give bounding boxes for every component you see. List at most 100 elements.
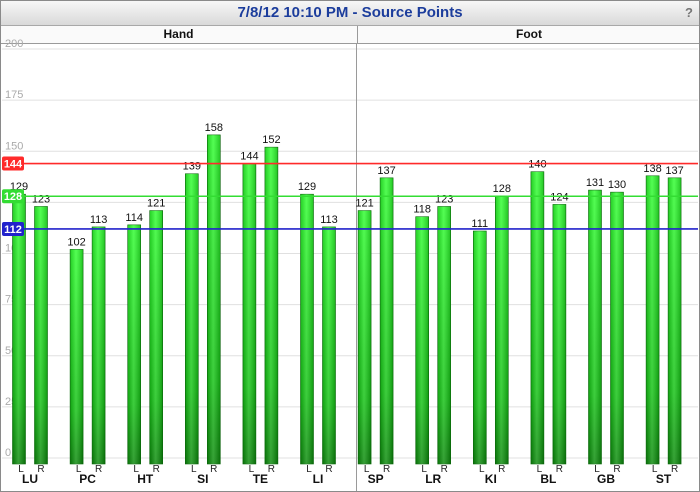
side-label: R bbox=[325, 464, 332, 475]
side-label: R bbox=[556, 464, 563, 475]
side-label: L bbox=[364, 464, 370, 475]
reference-tag-144 bbox=[2, 156, 24, 171]
data-label: 121 bbox=[147, 198, 165, 210]
side-label: L bbox=[18, 464, 24, 475]
bar-shine bbox=[437, 206, 451, 464]
side-label: L bbox=[76, 464, 82, 475]
y-tick-label: 150 bbox=[5, 140, 23, 152]
data-label: 130 bbox=[608, 179, 626, 191]
data-label: 124 bbox=[550, 191, 568, 203]
bar-shine bbox=[264, 147, 278, 464]
side-label: R bbox=[498, 464, 505, 475]
bar-shine bbox=[149, 210, 163, 464]
bar-shine bbox=[207, 134, 221, 464]
bar-shine bbox=[300, 194, 314, 464]
reference-tag-label: 128 bbox=[4, 191, 22, 203]
y-tick-label: 175 bbox=[5, 89, 23, 101]
data-label: 144 bbox=[240, 151, 258, 163]
y-tick-label: 0 bbox=[5, 447, 11, 459]
bar-shine bbox=[530, 171, 544, 464]
data-label: 129 bbox=[298, 181, 316, 193]
category-label-li: LI bbox=[313, 472, 324, 486]
reference-tag-label: 144 bbox=[4, 159, 23, 171]
reference-tag-128 bbox=[2, 189, 24, 204]
side-label: L bbox=[249, 464, 255, 475]
side-label: R bbox=[383, 464, 390, 475]
side-label: L bbox=[594, 464, 600, 475]
side-label: R bbox=[268, 464, 275, 475]
bar-shine bbox=[242, 163, 256, 464]
data-label: 137 bbox=[665, 165, 683, 177]
data-label: 113 bbox=[90, 214, 108, 226]
side-label: L bbox=[306, 464, 312, 475]
bar-shine bbox=[358, 210, 372, 464]
help-icon[interactable]: ? bbox=[685, 5, 693, 20]
side-label: R bbox=[671, 464, 678, 475]
bar-shine bbox=[646, 175, 660, 465]
data-label: 152 bbox=[262, 134, 280, 146]
data-label: 140 bbox=[528, 159, 546, 171]
window-title: 7/8/12 10:10 PM - Source Points bbox=[237, 4, 463, 21]
data-label: 111 bbox=[471, 218, 488, 230]
category-label-sp: SP bbox=[368, 472, 384, 486]
bar-shine bbox=[185, 173, 199, 464]
bar-shine bbox=[588, 190, 602, 465]
group-headers: Hand Foot bbox=[1, 26, 699, 44]
data-label: 137 bbox=[377, 165, 395, 177]
category-label-si: SI bbox=[197, 472, 208, 486]
category-label-lu: LU bbox=[22, 472, 38, 486]
bar-shine bbox=[127, 224, 141, 464]
bar-shine bbox=[92, 226, 106, 464]
category-label-st: ST bbox=[656, 472, 672, 486]
category-label-gb: GB bbox=[597, 472, 615, 486]
side-label: R bbox=[613, 464, 620, 475]
data-label: 113 bbox=[320, 214, 338, 226]
y-tick-label: 200 bbox=[5, 38, 23, 50]
bar-shine bbox=[610, 192, 624, 464]
data-label: 158 bbox=[205, 122, 223, 134]
category-label-bl: BL bbox=[540, 472, 556, 486]
side-label: R bbox=[153, 464, 160, 475]
data-label: 123 bbox=[435, 193, 453, 205]
title-bar: 7/8/12 10:10 PM - Source Points ? bbox=[1, 1, 699, 26]
category-label-te: TE bbox=[253, 472, 268, 486]
data-label: 118 bbox=[413, 204, 431, 216]
bar-shine bbox=[12, 194, 26, 464]
side-label: L bbox=[133, 464, 139, 475]
category-label-lr: LR bbox=[425, 472, 441, 486]
side-label: L bbox=[537, 464, 543, 475]
data-label: 139 bbox=[183, 161, 201, 173]
side-label: L bbox=[652, 464, 658, 475]
bar-shine bbox=[473, 231, 487, 464]
bar-shine bbox=[552, 204, 566, 465]
side-label: L bbox=[479, 464, 485, 475]
group-header-hand: Hand bbox=[163, 27, 194, 41]
side-label: R bbox=[95, 464, 102, 475]
data-label: 131 bbox=[586, 177, 604, 189]
data-label: 121 bbox=[355, 198, 373, 210]
side-label: L bbox=[191, 464, 197, 475]
data-label: 138 bbox=[643, 163, 661, 175]
data-label: 123 bbox=[32, 193, 50, 205]
bar-shine bbox=[322, 226, 336, 464]
reference-tag-112 bbox=[2, 221, 24, 236]
bar-shine bbox=[415, 216, 429, 464]
data-label: 114 bbox=[125, 212, 143, 224]
bar-shine bbox=[380, 177, 394, 464]
bar-shine bbox=[34, 206, 48, 464]
side-label: R bbox=[441, 464, 448, 475]
category-label-ht: HT bbox=[137, 472, 154, 486]
group-header-foot: Foot bbox=[357, 26, 700, 43]
data-label: 102 bbox=[67, 236, 85, 248]
bar-shine bbox=[70, 249, 84, 464]
data-label: 128 bbox=[493, 183, 511, 195]
bar-shine bbox=[495, 196, 509, 465]
category-label-pc: PC bbox=[79, 472, 96, 486]
side-label: R bbox=[37, 464, 44, 475]
category-label-ki: KI bbox=[485, 472, 497, 486]
bar-shine bbox=[668, 177, 682, 464]
side-label: R bbox=[210, 464, 217, 475]
reference-tag-label: 112 bbox=[4, 224, 22, 236]
